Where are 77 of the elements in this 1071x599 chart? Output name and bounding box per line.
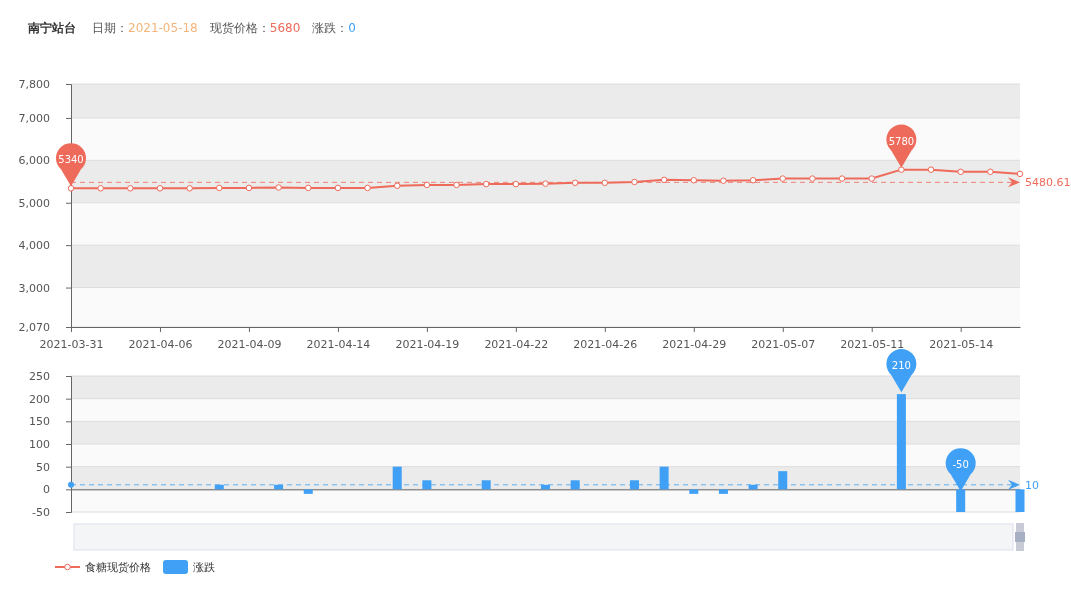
bar [392, 466, 402, 490]
point [571, 179, 579, 187]
point [423, 181, 431, 189]
y-tick-label: 7,000 [18, 111, 50, 125]
point [868, 175, 875, 182]
legend-label: 涨跌 [193, 561, 215, 574]
legend-label: 食糖现货价格 [85, 561, 151, 574]
data-label: 210 [891, 360, 911, 372]
y-tick-label: 6,000 [18, 154, 50, 168]
point [127, 185, 134, 192]
point [838, 175, 846, 182]
point [631, 178, 638, 186]
point [898, 166, 905, 173]
y-tick-label: 100 [29, 438, 50, 452]
point [393, 182, 401, 190]
map-pin-icon: 210 [886, 348, 917, 393]
point [216, 184, 223, 192]
y-tick-label: 7,800 [18, 78, 50, 92]
x-tick-label: 2021-03-31 [39, 338, 104, 352]
data-label: 5340 [58, 154, 84, 166]
point [512, 180, 520, 188]
x-tick-label: 2021-04-26 [573, 338, 638, 352]
point [542, 180, 549, 187]
data-label: -50 [952, 459, 969, 471]
point [809, 175, 816, 182]
x-tick-label: 2021-04-22 [484, 338, 549, 352]
point [927, 166, 935, 173]
point [482, 180, 490, 188]
y-tick-label: 150 [29, 415, 50, 429]
x-tick-label: 2021-04-19 [395, 338, 460, 352]
point [67, 185, 75, 192]
x-tick-label: 2021-04-06 [128, 338, 193, 352]
bar [689, 489, 699, 494]
point [304, 184, 312, 192]
bar [956, 489, 966, 512]
y-tick-label: -50 [32, 506, 50, 520]
point [453, 181, 460, 189]
point [1016, 170, 1024, 178]
text: 日期：2021-05-18 现货价格：5680 涨跌：0 [92, 21, 356, 35]
y-tick-label: 50 [36, 460, 50, 474]
x-tick-label: 2021-05-14 [929, 338, 994, 352]
point [690, 177, 698, 184]
point [749, 177, 757, 184]
ref-line-label: 10 [1025, 478, 1039, 492]
x-tick-label: 2021-05-07 [751, 338, 816, 352]
chart-title: 南宁站台 [27, 21, 76, 35]
y-tick-label: 5,000 [18, 196, 50, 210]
ref-line-label: 5480.61 [1025, 176, 1071, 190]
y-tick-label: 250 [29, 370, 50, 384]
point [156, 185, 164, 192]
map-pin-icon: 5340 [56, 143, 86, 187]
y-tick-label: 0 [43, 483, 50, 497]
y-tick-label: 3,000 [18, 281, 50, 295]
bar [896, 394, 906, 490]
y-tick-label: 200 [29, 392, 50, 406]
point [720, 177, 727, 184]
point [364, 184, 371, 192]
point [275, 184, 282, 191]
x-tick-label: 2021-04-29 [662, 338, 727, 352]
point [779, 175, 787, 182]
point [97, 185, 104, 192]
data-label: 5780 [888, 135, 915, 147]
point [957, 168, 964, 176]
point [186, 185, 193, 192]
point [601, 179, 609, 187]
x-tick-label: 2021-04-09 [217, 338, 282, 352]
y-tick-label: 4,000 [18, 239, 50, 253]
point [660, 176, 668, 184]
point [987, 168, 994, 176]
point [245, 184, 253, 192]
map-pin-icon: -50 [945, 448, 976, 492]
map-pin-icon: 5780 [886, 124, 917, 168]
point [334, 184, 342, 192]
x-tick-label: 2021-04-14 [306, 338, 371, 352]
y-tick-label: 2,070 [18, 321, 50, 335]
bar [718, 489, 728, 494]
bar [303, 489, 313, 494]
